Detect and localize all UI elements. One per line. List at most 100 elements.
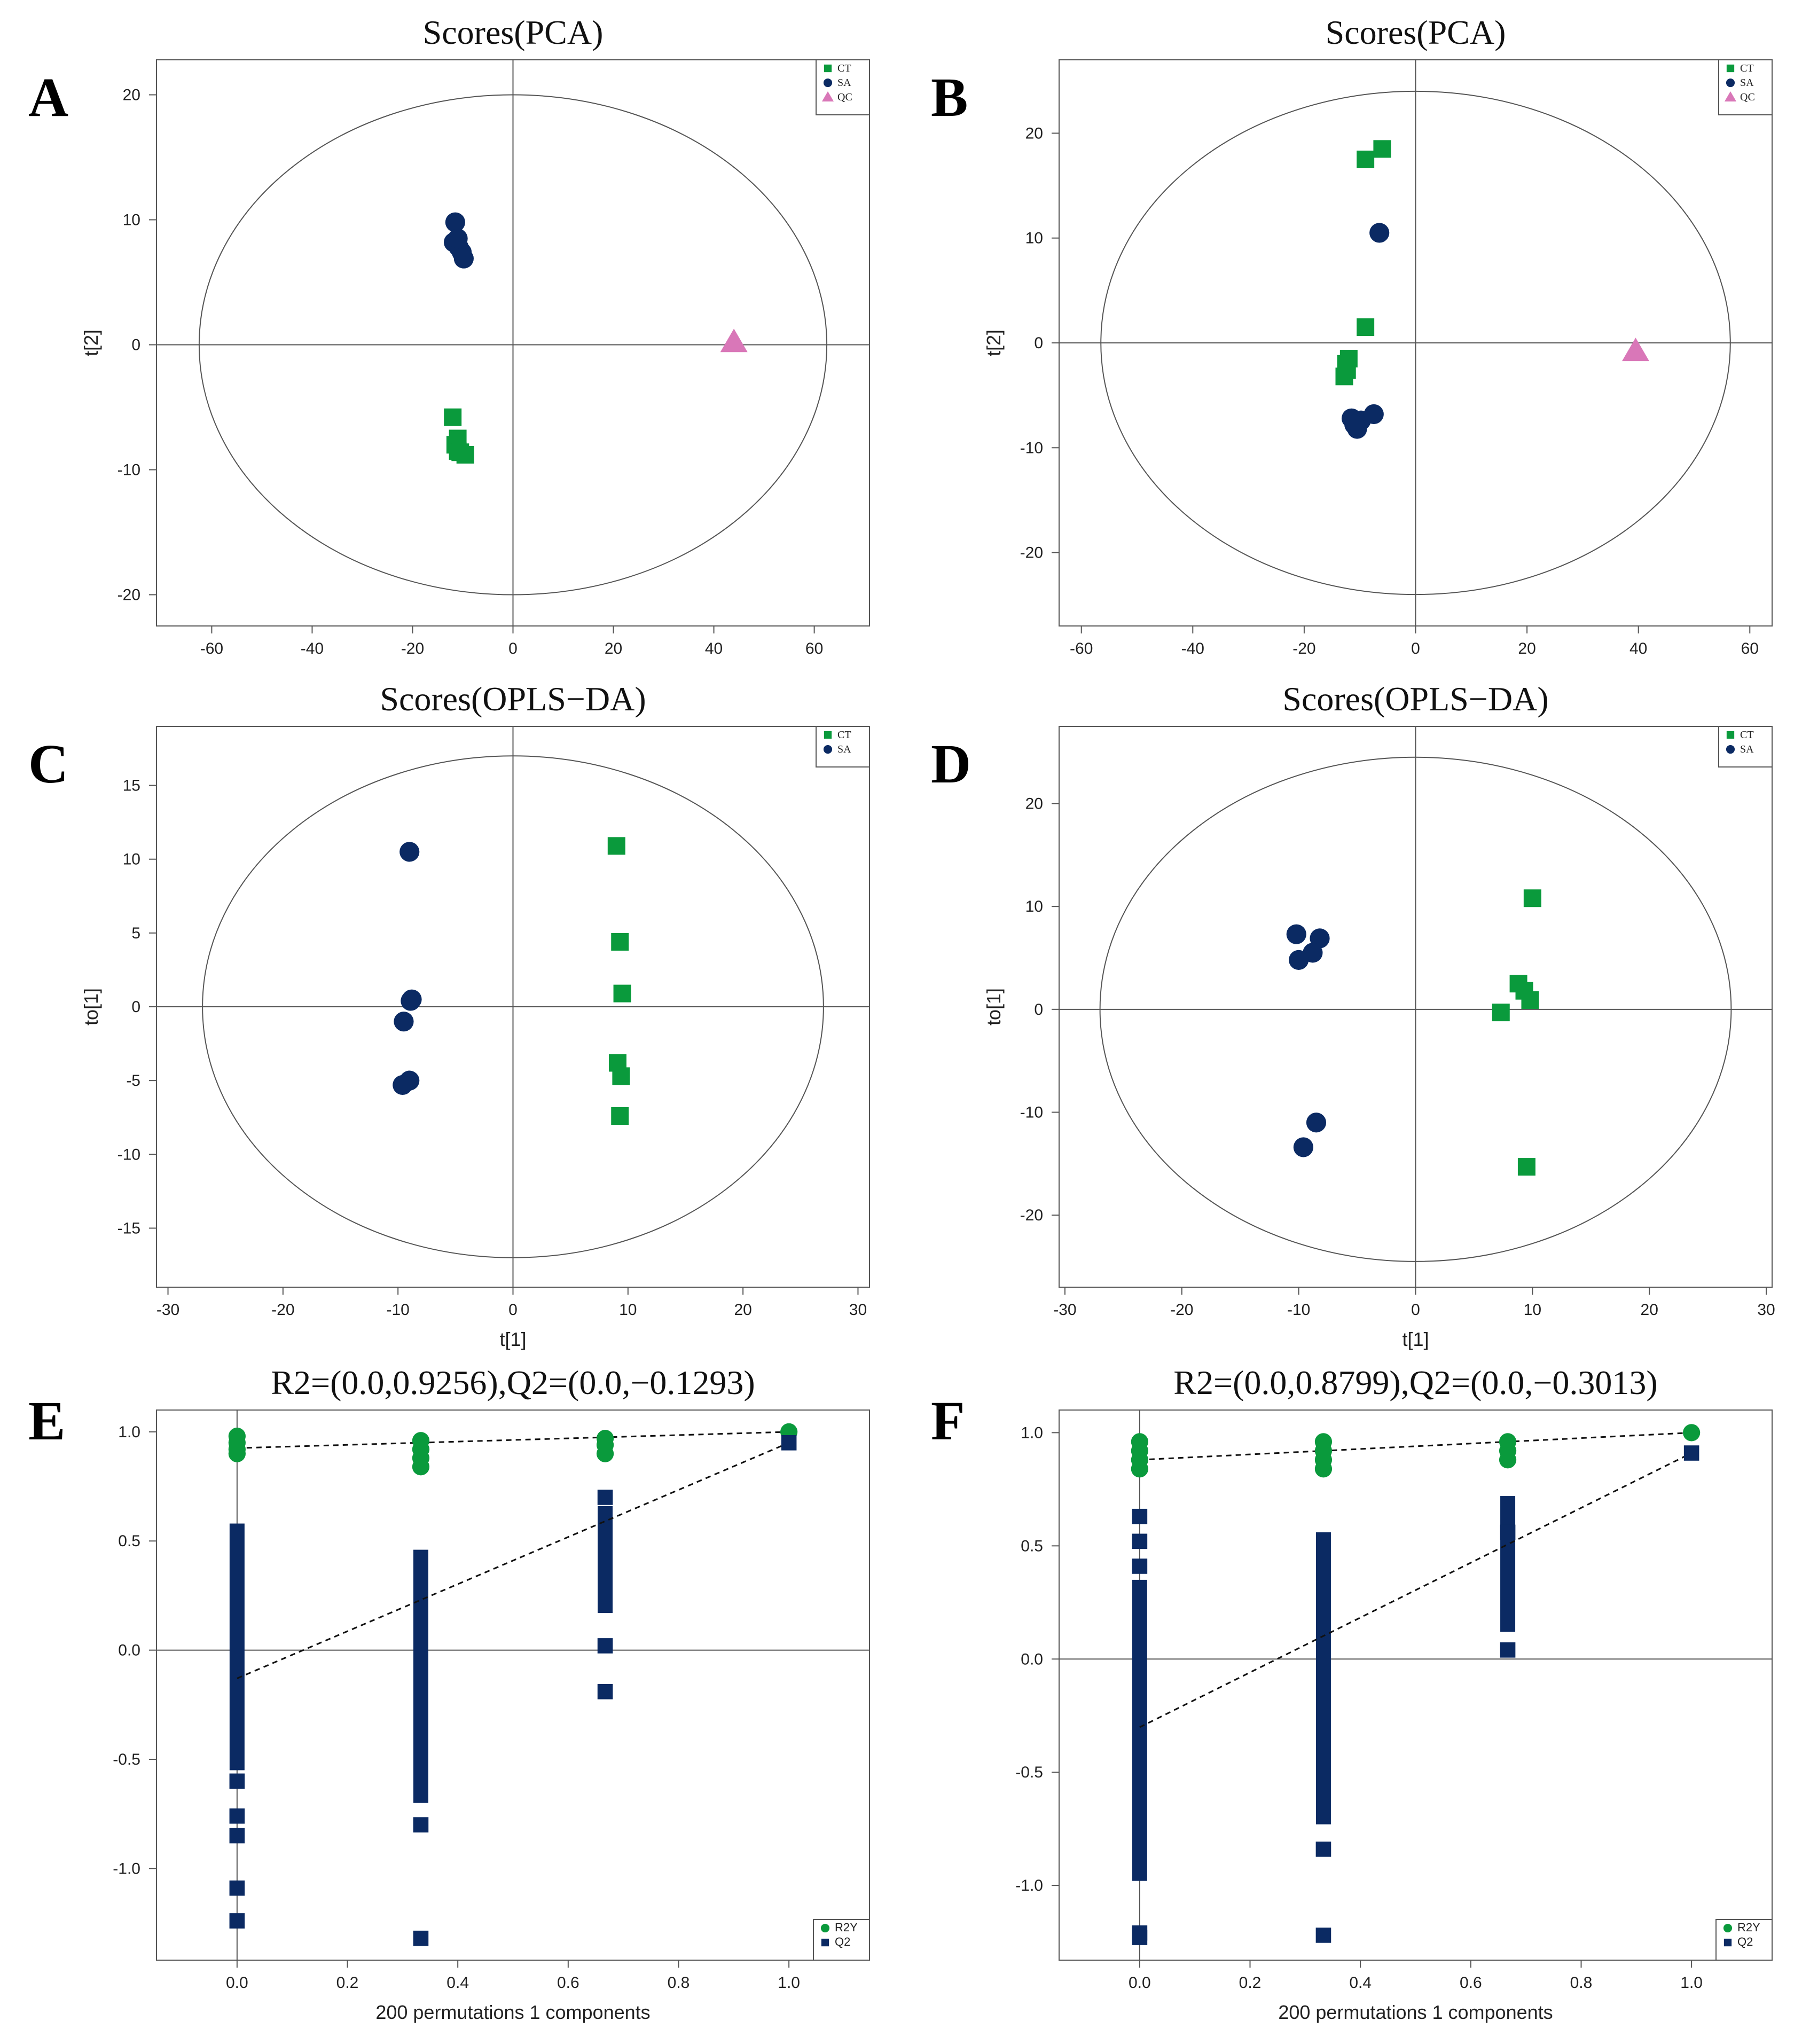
- y-tick-label: -15: [117, 1219, 140, 1237]
- x-tick-label: 0.0: [226, 1974, 248, 1992]
- legend: CT SA QC: [816, 59, 870, 115]
- q2-permutation-stack: [1315, 1532, 1331, 1824]
- x-tick-label: 60: [805, 640, 823, 657]
- y-tick-label: -0.5: [113, 1751, 140, 1768]
- point-q2: [1500, 1642, 1516, 1658]
- point-q2: [597, 1683, 613, 1700]
- x-tick-label: 0.2: [336, 1974, 359, 1992]
- x-tick-label: 0.4: [1349, 1974, 1372, 1992]
- legend-label: CT: [837, 62, 851, 74]
- q2-permutation-stack: [598, 1506, 613, 1614]
- q2-permutation-stack: [1132, 1579, 1147, 1881]
- point-r2y: [228, 1445, 246, 1462]
- legend-label: SA: [1740, 743, 1754, 755]
- x-tick-label: -30: [156, 1301, 179, 1319]
- y-tick-label: 0: [1034, 334, 1043, 352]
- x-tick-label: -10: [386, 1301, 409, 1319]
- point-r2y: [1683, 1424, 1701, 1442]
- x-tick-label: -20: [1170, 1301, 1193, 1319]
- legend-marker-q2: [821, 1938, 829, 1947]
- y-tick-label: -20: [1020, 1207, 1043, 1224]
- chart-title: R2=(0.0,0.8799),Q2=(0.0,−0.3013): [1173, 1364, 1657, 1401]
- point-q2: [229, 1773, 245, 1789]
- point-r2y: [1499, 1451, 1517, 1469]
- point-sa: [393, 1075, 413, 1095]
- y-tick-label: 10: [1025, 898, 1043, 915]
- y-tick-label: 0: [1034, 1001, 1043, 1019]
- point-sa: [399, 842, 420, 862]
- y-tick-label: 10: [123, 851, 140, 868]
- point-sa: [401, 991, 421, 1011]
- point-q2: [1132, 1559, 1148, 1574]
- chart-title: R2=(0.0,0.9256),Q2=(0.0,−0.1293): [271, 1364, 755, 1401]
- x-axis-label: 200 permutations 1 components: [375, 2001, 650, 2023]
- point-ct: [611, 933, 629, 951]
- y-tick-label: 10: [123, 212, 140, 229]
- panel-letter: A: [28, 67, 68, 128]
- panel-a: A Scores(PCA) -60 -40 -20 0 20 40 60 -20 -10 0 10 20 t…: [28, 13, 870, 657]
- legend-label: CT: [837, 729, 851, 741]
- x-tick-label: 10: [1524, 1301, 1541, 1319]
- point-sa: [1289, 950, 1309, 970]
- legend-label: QC: [837, 91, 852, 103]
- y-axis-label: t[2]: [983, 330, 1005, 356]
- point-sa: [1293, 1137, 1314, 1157]
- legend-marker-sa: [823, 745, 833, 754]
- y-tick-label: 5: [131, 925, 140, 942]
- hotelling-ellipse: [202, 755, 824, 1258]
- legend-marker-r2y: [1723, 1923, 1733, 1933]
- y-tick-label: -20: [117, 586, 140, 604]
- panel-f: F R2=(0.0,0.8799),Q2=(0.0,−0.3013) 0.0 0.2 0…: [931, 1364, 1773, 2023]
- point-q2: [1315, 1928, 1331, 1943]
- panel-letter: F: [931, 1390, 965, 1452]
- legend-label: R2Y: [835, 1921, 858, 1934]
- legend-label: SA: [837, 743, 851, 755]
- regression-line-r2y: [237, 1431, 789, 1449]
- y-tick-label: 20: [1025, 124, 1043, 142]
- x-tick-label: 0: [1411, 640, 1420, 657]
- point-q2: [1683, 1445, 1699, 1461]
- x-tick-label: 20: [1641, 1301, 1658, 1319]
- legend-label: R2Y: [1737, 1921, 1760, 1934]
- point-q2: [413, 1817, 429, 1832]
- y-tick-label: 0.0: [118, 1642, 140, 1659]
- point-ct: [1521, 991, 1539, 1009]
- x-tick-label: 0: [508, 1301, 518, 1319]
- x-tick-label: 30: [849, 1301, 867, 1319]
- point-qc: [1621, 338, 1649, 362]
- panel-letter: D: [931, 733, 971, 795]
- point-r2y: [596, 1445, 614, 1462]
- legend-label: Q2: [1737, 1935, 1753, 1948]
- legend-marker-sa: [1726, 78, 1735, 88]
- x-tick-label: 0.4: [446, 1974, 469, 1992]
- legend-label: Q2: [835, 1935, 850, 1948]
- x-tick-label: -20: [401, 640, 424, 657]
- x-tick-label: 0.6: [1460, 1974, 1482, 1992]
- y-axis-label: t[2]: [80, 330, 102, 356]
- point-ct: [1373, 140, 1391, 158]
- point-ct: [1517, 1158, 1535, 1176]
- y-tick-label: 0: [131, 336, 140, 354]
- point-ct: [613, 984, 631, 1003]
- point-sa: [453, 248, 474, 269]
- plot-frame: [1059, 1409, 1773, 1961]
- panel-d: D Scores(OPLS−DA) -30 -20 -10 0 10 20 30 -20 -10 0 1…: [931, 680, 1775, 1350]
- x-tick-label: 0.6: [557, 1974, 579, 1992]
- x-tick-label: -20: [271, 1301, 294, 1319]
- y-tick-label: -1.0: [1015, 1877, 1043, 1894]
- x-tick-label: 20: [605, 640, 622, 657]
- point-q2: [781, 1435, 797, 1451]
- regression-line-q2: [237, 1442, 789, 1679]
- legend: CT SA: [816, 726, 870, 768]
- y-axis-label: to[1]: [80, 988, 102, 1025]
- point-ct: [1523, 889, 1541, 907]
- x-tick-label: 0.8: [1570, 1974, 1593, 1992]
- y-tick-label: -10: [1020, 439, 1043, 457]
- legend-label: SA: [1740, 77, 1754, 89]
- y-tick-label: 0.0: [1021, 1650, 1043, 1668]
- x-tick-label: -40: [301, 640, 324, 657]
- point-r2y: [1314, 1460, 1333, 1478]
- point-q2: [1132, 1533, 1148, 1549]
